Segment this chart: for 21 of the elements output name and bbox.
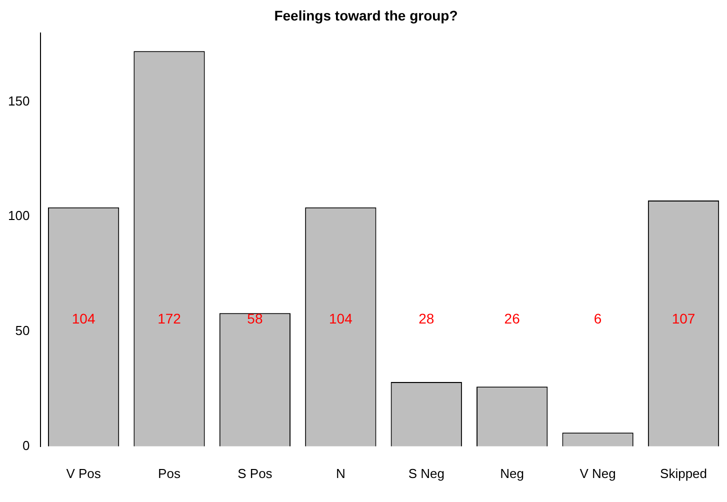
x-tick-label: S Neg bbox=[408, 466, 444, 481]
annotation: 172 bbox=[158, 310, 182, 327]
x-tick-label: Neg bbox=[500, 466, 524, 481]
x-tick-label: V Pos bbox=[66, 466, 102, 481]
y-tick-label: 0 bbox=[22, 438, 30, 453]
y-tick-label: 150 bbox=[8, 93, 30, 108]
chart-title: Feelings toward the group? bbox=[274, 7, 458, 24]
annotation: 104 bbox=[72, 310, 96, 327]
annotation: 6 bbox=[594, 310, 602, 327]
x-tick-label: N bbox=[336, 466, 346, 481]
annotation: 28 bbox=[418, 310, 434, 327]
x-tick-label: Pos bbox=[158, 466, 181, 481]
annotation: 107 bbox=[672, 310, 696, 327]
annotation: 58 bbox=[247, 310, 263, 327]
y-tick-label: 50 bbox=[15, 323, 30, 338]
annotation: 26 bbox=[504, 310, 520, 327]
x-tick-label: S Pos bbox=[238, 466, 273, 481]
x-tick-label: Skipped bbox=[660, 466, 708, 481]
x-tick-label: V Neg bbox=[580, 466, 616, 481]
y-tick-label: 100 bbox=[8, 208, 30, 224]
annotation: 104 bbox=[328, 310, 353, 327]
